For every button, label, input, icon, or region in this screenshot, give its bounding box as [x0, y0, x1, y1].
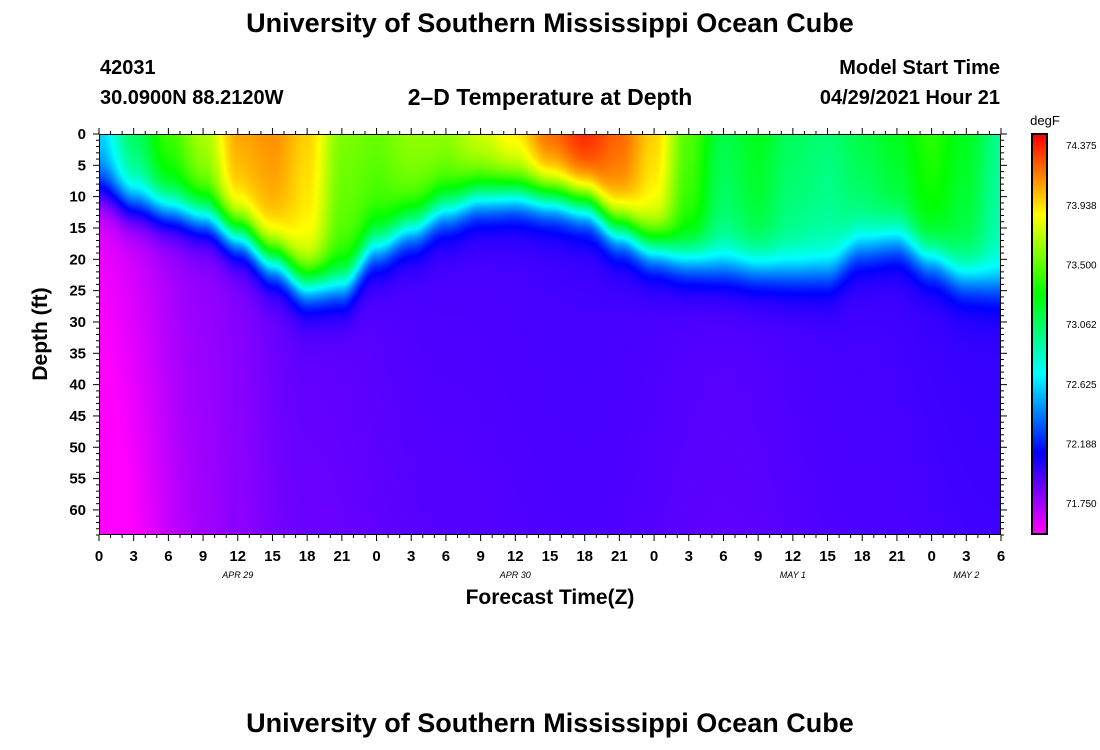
y-tick-label: 45: [69, 408, 86, 425]
page-title: University of Southern Mississippi Ocean…: [246, 8, 854, 38]
x-tick-label: 18: [854, 548, 871, 565]
x-tick-label: 3: [130, 548, 138, 565]
y-tick-label: 20: [69, 251, 86, 268]
y-tick-label: 0: [78, 126, 86, 143]
colorbar-tick-label: 73.062: [1066, 320, 1097, 331]
x-date-label: APR 29: [221, 570, 253, 580]
x-tick-label: 12: [785, 548, 802, 565]
x-tick-label: 18: [576, 548, 593, 565]
colorbar-tick-label: 72.625: [1066, 380, 1097, 391]
x-tick-label: 9: [754, 548, 762, 565]
x-date-label: MAY 1: [780, 570, 806, 580]
y-axis-label: Depth (ft): [29, 287, 52, 380]
plot-title: 2–D Temperature at Depth: [407, 84, 693, 110]
heatmap-plot-area: [99, 134, 1001, 535]
y-tick-label: 35: [69, 345, 86, 362]
colorbar-tick-label: 73.938: [1066, 201, 1097, 212]
y-tick-label: 55: [69, 471, 86, 488]
x-axis: 0 3 6 9 12 15 18 21 0 3 6 9 12 15 18 21 0 3 6 9 12 15 18 21 0 3 6 A…: [95, 128, 1005, 580]
y-tick-label: 5: [78, 157, 86, 174]
y-tick-label: 40: [69, 377, 86, 394]
x-tick-label: 3: [685, 548, 693, 565]
x-tick-label: 3: [407, 548, 415, 565]
x-tick-label: 6: [164, 548, 172, 565]
x-tick-label: 21: [611, 548, 628, 565]
x-tick-label: 18: [299, 548, 316, 565]
x-tick-label: 6: [997, 548, 1005, 565]
colorbar-unit: degF: [1030, 113, 1060, 128]
x-tick-label: 12: [229, 548, 246, 565]
x-date-label: MAY 2: [953, 570, 979, 580]
y-tick-label: 15: [69, 220, 86, 237]
x-tick-label: 9: [476, 548, 484, 565]
x-tick-label: 0: [95, 548, 103, 565]
x-tick-label: 15: [819, 548, 836, 565]
model-start-value: 04/29/2021 Hour 21: [819, 87, 1000, 109]
y-tick-label: 50: [69, 439, 86, 456]
y-axis: 0 5 10 15 20 25 30 35 40 45 50 55 60: [69, 126, 1007, 536]
x-axis-label: Forecast Time(Z): [466, 586, 635, 609]
x-tick-label: 0: [650, 548, 658, 565]
temperature-heatmap: [100, 135, 1000, 534]
station-location: 30.0900N 88.2120W: [100, 87, 284, 109]
x-tick-label: 15: [542, 548, 559, 565]
colorbar-tick-label: 72.188: [1066, 439, 1097, 450]
colorbar-tick-label: 71.750: [1066, 499, 1097, 510]
colorbar-tick-label: 74.375: [1066, 141, 1097, 152]
x-date-label: APR 30: [499, 570, 531, 580]
colorbar: [1031, 133, 1048, 535]
x-tick-label: 6: [442, 548, 450, 565]
x-tick-label: 9: [199, 548, 207, 565]
x-tick-label: 12: [507, 548, 524, 565]
x-tick-label: 0: [927, 548, 935, 565]
y-tick-label: 30: [69, 314, 86, 331]
y-tick-label: 25: [69, 283, 86, 300]
model-start-label: Model Start Time: [839, 57, 1000, 79]
y-tick-label: 60: [69, 502, 86, 519]
footer-title: University of Southern Mississippi Ocean…: [246, 708, 854, 738]
x-tick-label: 15: [264, 548, 281, 565]
y-tick-label: 10: [69, 189, 86, 206]
x-tick-label: 21: [889, 548, 906, 565]
x-tick-label: 0: [372, 548, 380, 565]
x-tick-label: 3: [962, 548, 970, 565]
x-tick-label: 21: [334, 548, 351, 565]
station-id: 42031: [100, 57, 156, 79]
colorbar-tick-label: 73.500: [1066, 260, 1097, 271]
x-tick-label: 6: [719, 548, 727, 565]
